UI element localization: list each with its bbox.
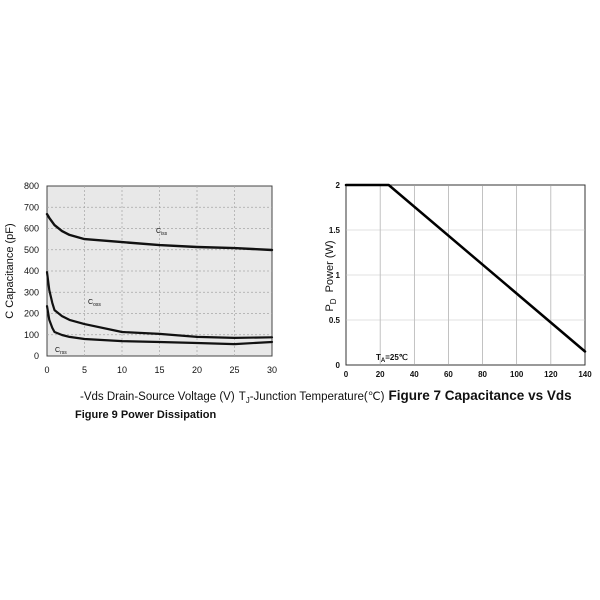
x-axis-label-capacitance: -Vds Drain-Source Voltage (V) <box>80 391 235 403</box>
y-tick-label: 600 <box>24 224 39 234</box>
y-axis-label-power-main: P <box>324 304 336 311</box>
series-line-coss <box>45 271 274 339</box>
series-line-crss <box>45 305 274 346</box>
series-label-coss-sub: oss <box>93 302 101 308</box>
annotation-main: T <box>376 353 381 362</box>
y-tick-label: 800 <box>24 181 39 191</box>
x-tick-label: 100 <box>510 370 524 379</box>
y-tick-label: 1.5 <box>329 226 341 235</box>
x-tick-label: 120 <box>544 370 558 379</box>
x-tick-label: 15 <box>154 365 164 375</box>
series-label-crss: Crss <box>55 347 67 356</box>
y-tick-label: 0.5 <box>329 316 341 325</box>
figure-9-title: Figure 9 Power Dissipation <box>75 409 216 421</box>
x-tick-label: 30 <box>267 365 277 375</box>
x-axis-label-temperature-main: T <box>239 391 246 403</box>
series-label-crss-sub: rss <box>60 350 67 356</box>
power-dissipation-chart: 0 20 40 60 80 100 120 140 0 0.5 1 1.5 2 <box>329 181 592 379</box>
x-axis-label-temperature-sub: J <box>246 396 250 405</box>
series-label-coss-main: C <box>88 299 93 306</box>
y-tick-label: 1 <box>336 271 341 280</box>
series-label-ciss: Ciss <box>156 228 168 237</box>
annotation-sub: A <box>381 358 386 364</box>
y-axis-label-power: PD Power (W) <box>324 240 338 311</box>
series-label-ciss-main: C <box>156 228 161 235</box>
y-tick-label: 0 <box>34 351 39 361</box>
y-tick-label: 0 <box>336 361 341 370</box>
y-tick-label: 300 <box>24 287 39 297</box>
series-label-ciss-sub: iss <box>161 231 168 237</box>
x-tick-label: 0 <box>44 365 49 375</box>
series-label-crss-main: C <box>55 347 60 354</box>
x-tick-label: 80 <box>478 370 487 379</box>
x-tick-label: 20 <box>192 365 202 375</box>
x-tick-label: 5 <box>82 365 87 375</box>
y-axis-label-power-sub: D <box>329 298 338 304</box>
series-label-coss: Coss <box>88 299 101 308</box>
x-tick-label: 25 <box>229 365 239 375</box>
y-tick-label: 200 <box>24 309 39 319</box>
figure-7-title: Figure 7 Capacitance vs Vds <box>389 388 572 403</box>
x-tick-label: 10 <box>117 365 127 375</box>
x-tick-label: 20 <box>376 370 385 379</box>
x-tick-label: 40 <box>410 370 419 379</box>
annotation-rest: =25℃ <box>385 353 408 362</box>
y-tick-label: 500 <box>24 245 39 255</box>
y-tick-label: 2 <box>336 181 341 190</box>
series-line-ciss <box>45 212 274 252</box>
x-tick-label: 140 <box>578 370 592 379</box>
x-axis-label-temperature-rest: -Junction Temperature(℃) <box>250 391 385 403</box>
power-derating-line <box>344 183 587 353</box>
ambient-temperature-annotation: TA=25℃ <box>376 353 408 364</box>
y-tick-label: 400 <box>24 266 39 276</box>
y-tick-label: 100 <box>24 330 39 340</box>
y-axis-label-capacitance: C Capacitance (pF) <box>4 223 16 318</box>
caption-line-1: -Vds Drain-Source Voltage (V) TJ-Junction… <box>80 388 572 405</box>
y-axis-label-power-rest: Power (W) <box>324 240 336 292</box>
x-tick-label: 60 <box>444 370 453 379</box>
x-tick-label: 0 <box>344 370 349 379</box>
y-tick-label: 700 <box>24 202 39 212</box>
